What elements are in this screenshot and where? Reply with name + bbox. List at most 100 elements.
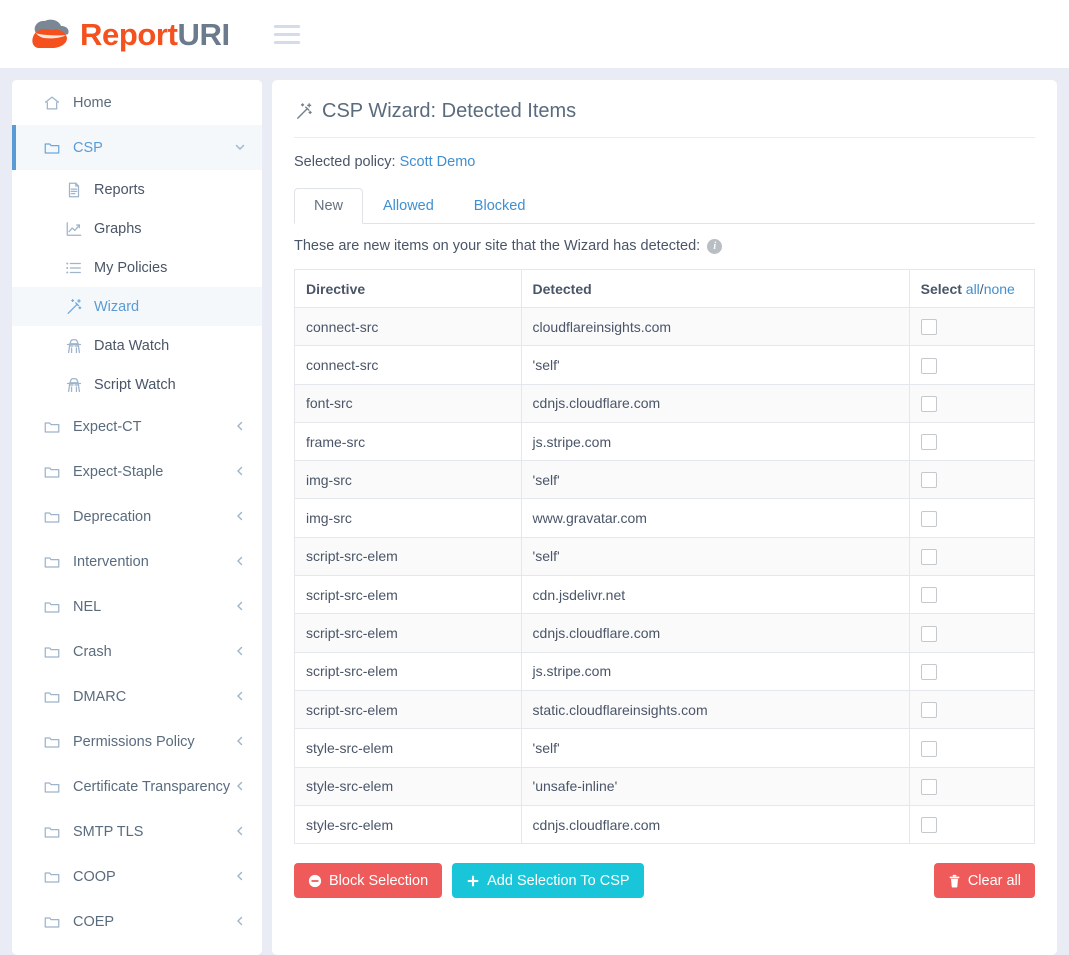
row-checkbox[interactable]	[920, 740, 937, 757]
sidebar-item-graphs[interactable]: Graphs	[12, 209, 262, 248]
table-row: img-src'self'	[294, 460, 1036, 500]
list-icon	[64, 258, 83, 277]
cell-select	[908, 345, 1036, 385]
sidebar-item-deprecation[interactable]: Deprecation	[12, 494, 262, 539]
sidebar-item-dmarc[interactable]: DMARC	[12, 674, 262, 719]
cell-directive: connect-src	[294, 306, 522, 347]
sidebar-item-reports[interactable]: Reports	[12, 170, 262, 209]
selected-policy-link[interactable]: Scott Demo	[399, 154, 476, 170]
column-header-select: Select all/none	[908, 269, 1036, 308]
row-checkbox[interactable]	[920, 702, 937, 719]
row-checkbox[interactable]	[920, 817, 937, 834]
sidebar-item-data-watch[interactable]: Data Watch	[12, 326, 262, 365]
cell-directive: script-src-elem	[294, 651, 522, 691]
sidebar-item-smtp-tls[interactable]: SMTP TLS	[12, 809, 262, 854]
table-row: img-src www.gravatar.com	[294, 498, 1036, 538]
sidebar-item-label: Expect-Staple	[73, 463, 164, 480]
sidebar-item-csp[interactable]: CSP	[12, 125, 262, 170]
sidebar-item-label: Wizard	[94, 298, 140, 315]
row-checkbox[interactable]	[920, 587, 937, 604]
row-checkbox[interactable]	[920, 549, 937, 566]
home-icon	[42, 93, 61, 112]
sidebar-item-expect-ct[interactable]: Expect-CT	[12, 404, 262, 449]
cell-directive: style-src-elem	[294, 728, 522, 768]
block-selection-button[interactable]: Block Selection	[294, 863, 443, 899]
chevron-left-icon	[234, 780, 246, 794]
detected-items-table: Directive Detected Select all/none conne…	[294, 269, 1036, 845]
sidebar-item-script-watch[interactable]: Script Watch	[12, 365, 262, 404]
sidebar-item-home[interactable]: Home	[12, 80, 262, 125]
row-checkbox[interactable]	[920, 663, 937, 680]
brand-name-primary: Report	[80, 16, 178, 52]
hamburger-bar	[273, 40, 300, 44]
sidebar-item-label: DMARC	[73, 688, 127, 705]
table-row: style-src-elem'unsafe-inline'	[294, 766, 1036, 806]
clear-all-label: Clear all	[967, 872, 1021, 889]
sidebar-item-coop[interactable]: COOP	[12, 854, 262, 899]
folder-icon	[42, 138, 61, 157]
row-checkbox[interactable]	[920, 778, 937, 795]
sidebar-item-coep[interactable]: COEP	[12, 899, 262, 944]
cell-detected: cdnjs.cloudflare.com	[520, 383, 910, 423]
select-none-link[interactable]: none	[983, 280, 1015, 297]
sidebar-item-intervention[interactable]: Intervention	[12, 539, 262, 584]
plus-icon	[466, 874, 480, 888]
cell-directive: script-src-elem	[294, 575, 522, 615]
sidebar-item-label: Deprecation	[73, 508, 152, 525]
brand-name: ReportURI	[80, 19, 230, 50]
sidebar-item-permissions-policy[interactable]: Permissions Policy	[12, 719, 262, 764]
table-row: style-src-elem'self'	[294, 728, 1036, 768]
chevron-left-icon	[234, 510, 246, 524]
chevron-left-icon	[234, 555, 246, 569]
sidebar-item-certificate-transparency[interactable]: Certificate Transparency	[12, 764, 262, 809]
sidebar-item-nel[interactable]: NEL	[12, 584, 262, 629]
cell-select	[908, 383, 1036, 423]
row-checkbox[interactable]	[920, 625, 937, 642]
sidebar-item-my-policies[interactable]: My Policies	[12, 248, 262, 287]
tab-allowed[interactable]: Allowed	[383, 198, 434, 214]
sidebar-item-crash[interactable]: Crash	[12, 629, 262, 674]
cell-detected: 'self'	[520, 536, 910, 577]
cell-detected: 'self'	[520, 345, 910, 385]
chevron-left-icon	[234, 870, 246, 884]
sidebar-item-label: Permissions Policy	[73, 733, 195, 750]
magic-wand-icon	[64, 297, 83, 316]
user-secret-icon	[64, 336, 83, 355]
cell-detected: cdn.jsdelivr.net	[520, 575, 910, 615]
row-checkbox[interactable]	[920, 357, 937, 374]
table-head: Directive Detected Select all/none	[294, 269, 1036, 308]
chevron-left-icon	[234, 825, 246, 839]
add-selection-button[interactable]: Add Selection To CSP	[452, 863, 644, 899]
sidebar-item-label: Intervention	[73, 553, 149, 570]
info-circle-icon[interactable]: i	[707, 238, 723, 254]
cell-select	[908, 651, 1036, 691]
tab-new[interactable]: New	[294, 188, 364, 224]
folder-icon	[42, 732, 61, 751]
cell-select	[908, 460, 1036, 500]
tab-bar: New Allowed Blocked	[294, 188, 1035, 224]
tab-blocked[interactable]: Blocked	[473, 198, 526, 214]
row-checkbox[interactable]	[920, 472, 937, 489]
sidebar-item-expect-staple[interactable]: Expect-Staple	[12, 449, 262, 494]
sidebar-item-label: Graphs	[94, 220, 142, 237]
row-checkbox[interactable]	[920, 434, 937, 451]
trash-icon	[948, 874, 961, 888]
folder-icon	[42, 642, 61, 661]
selected-policy: Selected policy: Scott Demo	[294, 154, 1035, 170]
page-layout: Home CSP Reports Graphs My Policies Wizard Dat…	[0, 68, 1069, 955]
brand-logo[interactable]: ReportURI	[26, 17, 230, 51]
sidebar-item-wizard[interactable]: Wizard	[12, 287, 262, 326]
cell-directive: script-src-elem	[294, 689, 522, 730]
clear-all-button[interactable]: Clear all	[933, 863, 1035, 899]
row-checkbox[interactable]	[920, 319, 937, 336]
hamburger-menu-icon[interactable]	[273, 21, 300, 48]
row-checkbox[interactable]	[920, 395, 937, 412]
select-separator: /	[979, 280, 984, 297]
column-header-detected: Detected	[520, 269, 910, 308]
sidebar-item-label: Data Watch	[94, 337, 170, 354]
select-all-link[interactable]: all	[965, 280, 980, 297]
user-secret-icon	[64, 375, 83, 394]
row-checkbox[interactable]	[920, 510, 937, 527]
sidebar-nav: Home CSP Reports Graphs My Policies Wizard Dat…	[12, 80, 262, 955]
main-content-card: CSP Wizard: Detected Items Selected poli…	[272, 80, 1057, 955]
